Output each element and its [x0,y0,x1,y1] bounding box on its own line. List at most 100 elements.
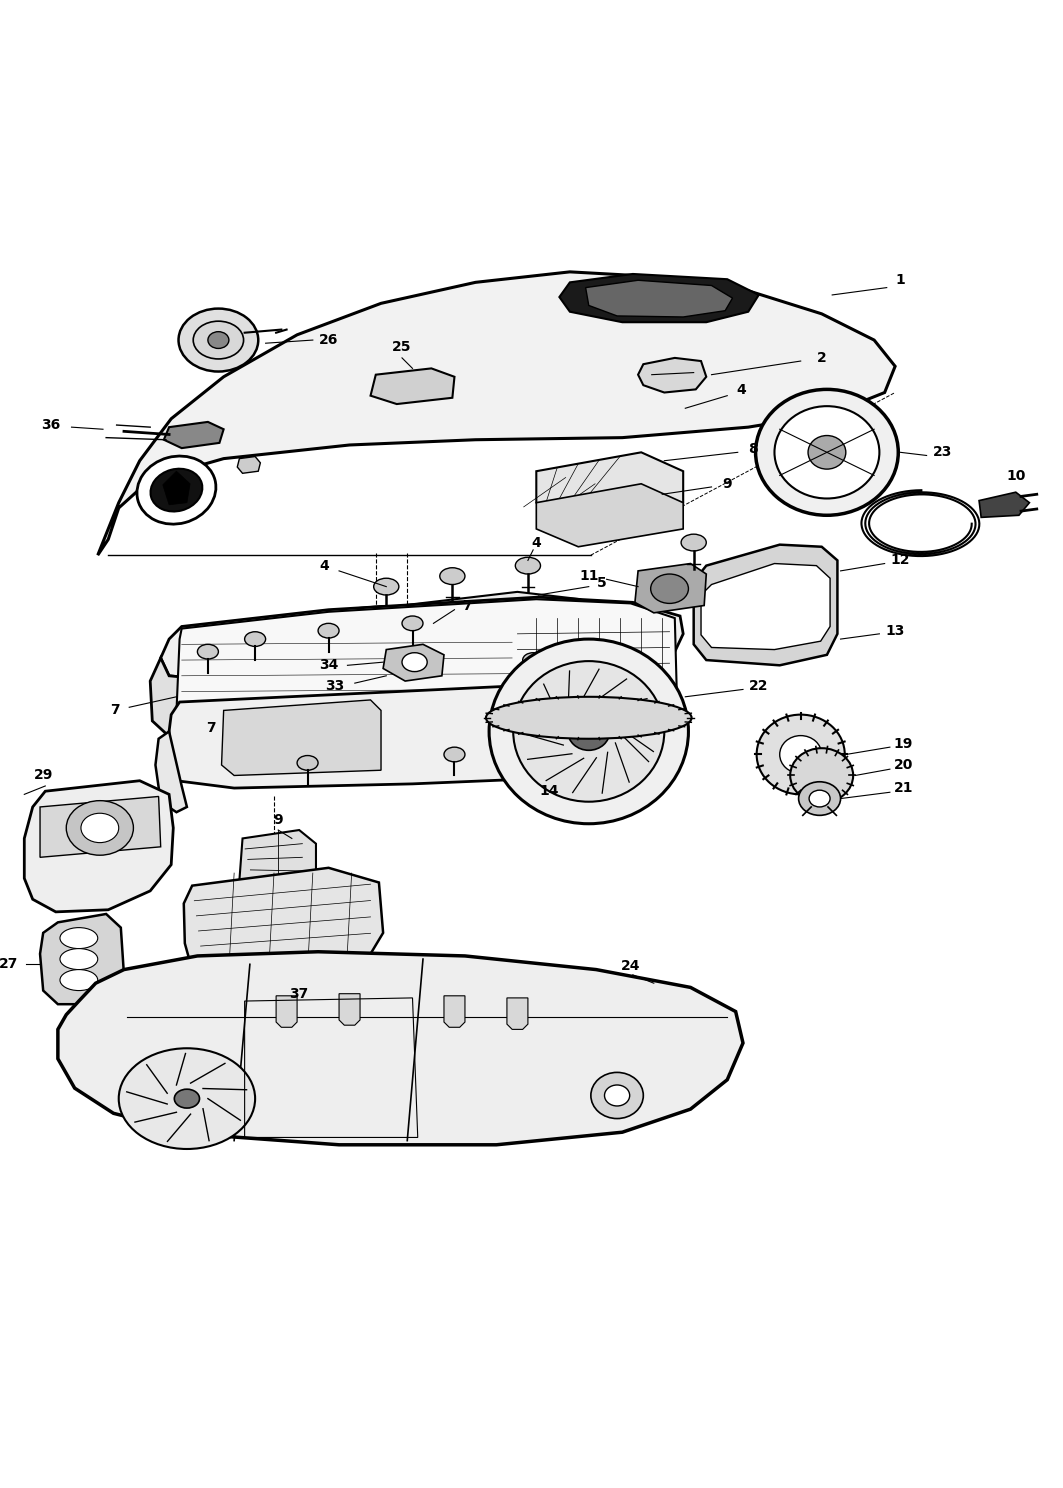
Ellipse shape [444,747,465,762]
Text: 36: 36 [40,418,61,432]
Polygon shape [537,484,684,546]
Ellipse shape [402,653,427,671]
Ellipse shape [137,455,216,524]
Polygon shape [371,369,455,405]
Text: 4: 4 [736,384,746,397]
Ellipse shape [119,1048,255,1149]
Text: 19: 19 [894,737,913,751]
Text: 34: 34 [319,658,338,673]
Ellipse shape [808,436,846,469]
Polygon shape [169,686,680,789]
Polygon shape [40,796,161,857]
Text: 4: 4 [320,558,330,573]
Ellipse shape [568,713,610,750]
Polygon shape [635,564,706,613]
Ellipse shape [208,332,229,348]
Polygon shape [57,952,743,1144]
Text: 20: 20 [894,757,913,772]
Text: 13: 13 [885,623,905,638]
Ellipse shape [605,1085,629,1106]
Ellipse shape [60,970,98,991]
Ellipse shape [60,948,98,970]
Ellipse shape [81,814,119,842]
Polygon shape [358,606,383,622]
Ellipse shape [790,748,854,802]
Text: 22: 22 [749,680,769,693]
Polygon shape [184,868,383,975]
Ellipse shape [486,696,692,738]
Polygon shape [559,274,759,323]
Ellipse shape [255,699,276,714]
Ellipse shape [318,623,339,638]
Polygon shape [979,493,1029,518]
Text: 25: 25 [392,341,411,354]
Polygon shape [163,472,190,504]
Ellipse shape [523,653,543,668]
Text: 11: 11 [579,568,598,583]
Text: 21: 21 [894,781,913,795]
Polygon shape [313,592,586,644]
Ellipse shape [757,714,845,795]
Text: 7: 7 [109,704,119,717]
Ellipse shape [244,632,266,646]
Polygon shape [24,781,173,912]
Polygon shape [239,830,316,894]
Polygon shape [276,995,297,1027]
Polygon shape [383,644,444,682]
Polygon shape [586,280,732,317]
Ellipse shape [591,1073,643,1119]
Polygon shape [150,658,223,738]
Polygon shape [537,452,684,522]
Ellipse shape [440,568,465,585]
Text: 5: 5 [596,576,606,591]
Ellipse shape [198,644,218,659]
Polygon shape [237,457,260,473]
Ellipse shape [809,790,830,806]
Polygon shape [176,600,677,723]
Polygon shape [421,606,446,622]
Polygon shape [638,359,706,393]
Text: 14: 14 [539,784,559,798]
Text: 24: 24 [621,960,641,973]
Ellipse shape [681,534,706,551]
Text: 1: 1 [895,274,906,287]
Polygon shape [155,732,187,812]
Polygon shape [484,606,509,622]
Polygon shape [40,914,124,1004]
Text: 26: 26 [319,333,338,347]
Ellipse shape [756,390,898,515]
Ellipse shape [489,638,689,824]
Polygon shape [98,272,895,555]
Text: 9: 9 [723,476,732,491]
Ellipse shape [328,695,350,710]
Text: 2: 2 [816,351,827,365]
Ellipse shape [513,661,664,802]
Text: 8: 8 [748,442,758,457]
Polygon shape [339,994,360,1025]
Ellipse shape [798,781,841,815]
Text: 12: 12 [891,554,910,567]
Ellipse shape [193,321,243,359]
Text: 27: 27 [0,957,18,972]
Ellipse shape [374,579,399,595]
Text: 4: 4 [532,536,541,549]
Ellipse shape [66,801,134,856]
Ellipse shape [151,469,202,512]
Ellipse shape [174,1089,200,1109]
Ellipse shape [516,557,540,574]
Text: 23: 23 [932,445,952,460]
Ellipse shape [780,735,822,774]
Ellipse shape [60,927,98,948]
Polygon shape [444,995,465,1027]
Text: 7: 7 [462,598,472,613]
Text: 10: 10 [1006,469,1026,484]
Text: 37: 37 [289,987,309,1001]
Polygon shape [507,998,528,1030]
Polygon shape [164,423,223,448]
Ellipse shape [179,308,258,372]
Text: 7: 7 [206,722,216,735]
Polygon shape [694,545,838,665]
Polygon shape [221,699,381,775]
Ellipse shape [651,574,689,604]
Ellipse shape [402,616,423,631]
